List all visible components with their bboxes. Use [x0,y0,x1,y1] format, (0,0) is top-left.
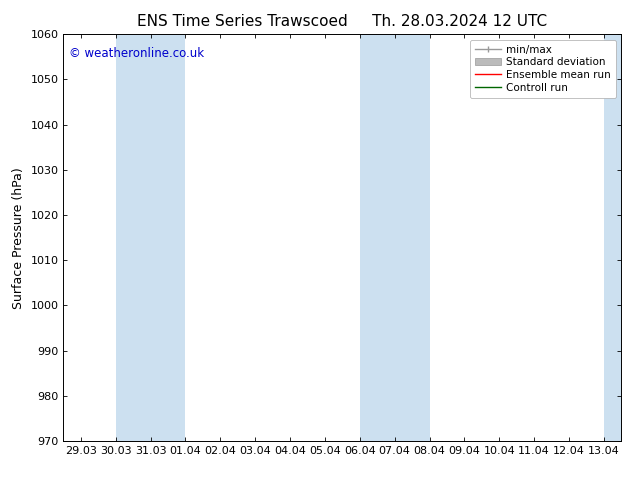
Bar [359,34,429,441]
Bar [116,34,185,441]
Y-axis label: Surface Pressure (hPa): Surface Pressure (hPa) [12,167,25,309]
Legend: min/max, Standard deviation, Ensemble mean run, Controll run: min/max, Standard deviation, Ensemble me… [470,40,616,98]
Bar [604,34,621,441]
Text: © weatheronline.co.uk: © weatheronline.co.uk [69,47,204,59]
Title: ENS Time Series Trawscoed     Th. 28.03.2024 12 UTC: ENS Time Series Trawscoed Th. 28.03.2024… [138,14,547,29]
